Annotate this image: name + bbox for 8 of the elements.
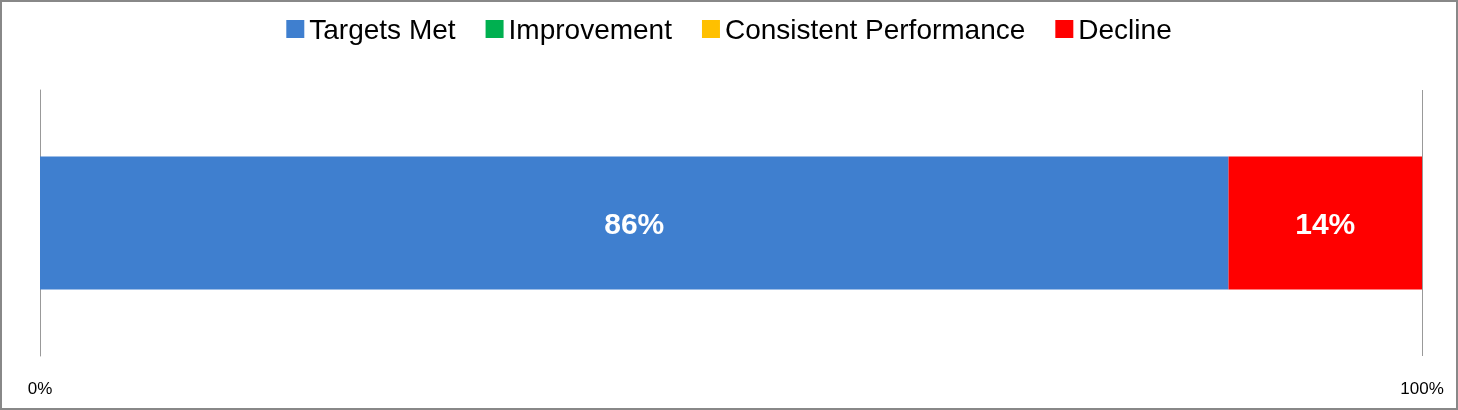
legend-label: Consistent Performance	[724, 13, 1026, 45]
legend-label: Improvement	[508, 13, 673, 45]
x-tick-label: 100%	[1400, 379, 1444, 398]
data-label: 86%	[604, 206, 665, 240]
legend-label: Decline	[1078, 13, 1172, 45]
x-tick-label: 0%	[27, 379, 53, 398]
data-label: 14%	[1295, 206, 1356, 240]
legend-label: Targets Met	[309, 13, 456, 45]
